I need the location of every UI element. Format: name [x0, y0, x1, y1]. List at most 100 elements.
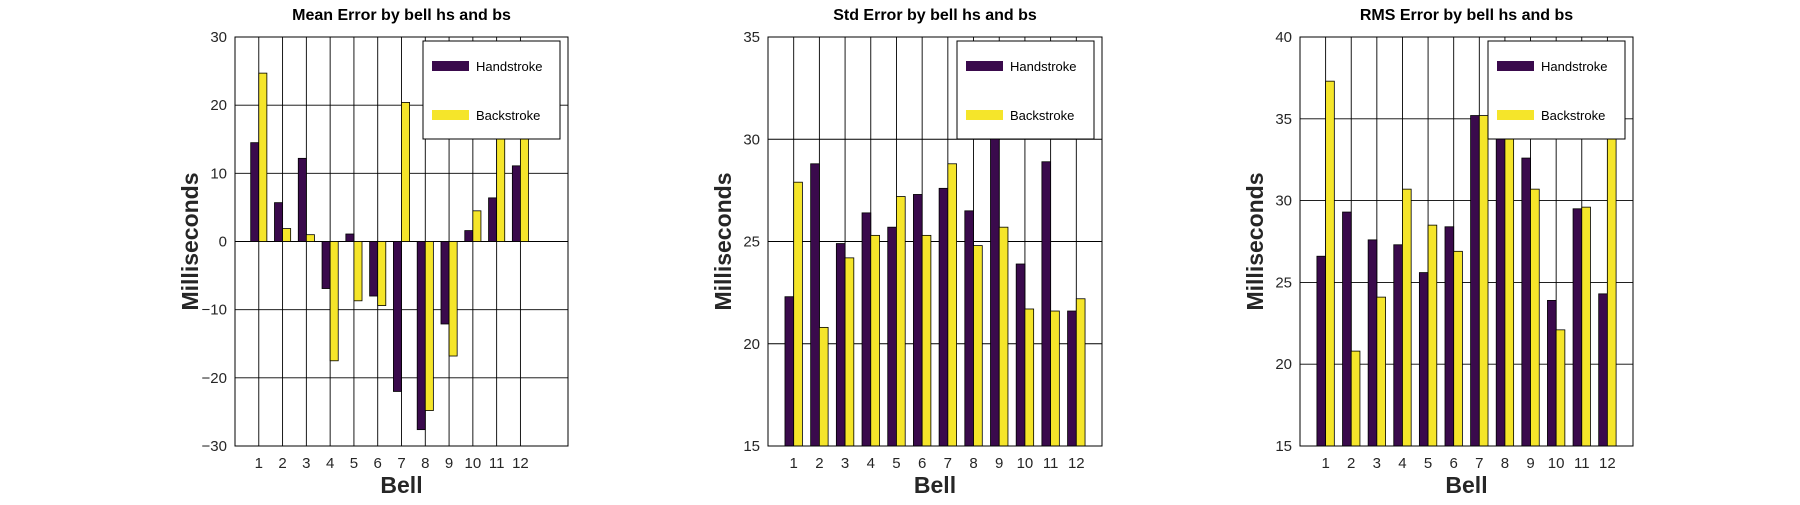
x-tick-label: 2	[278, 455, 286, 472]
x-tick-label: 3	[302, 455, 310, 472]
bar-handstroke	[913, 194, 923, 447]
legend-label: Backstroke	[1010, 108, 1074, 123]
legend-swatch-backstroke	[966, 110, 1003, 120]
bar-handstroke	[511, 165, 521, 242]
x-tick-label: 4	[867, 455, 875, 472]
y-tick-label: 30	[1275, 193, 1292, 210]
x-tick-label: 10	[465, 455, 482, 472]
bar-backstroke	[921, 234, 932, 447]
bar-handstroke	[1393, 244, 1403, 447]
x-tick-label: 6	[1450, 455, 1458, 472]
axes-box	[234, 36, 569, 447]
bar-backstroke	[1325, 80, 1335, 447]
x-tick-label: 1	[1321, 455, 1329, 472]
x-axis-label: Bell	[914, 472, 956, 498]
x-tick-label: 3	[1373, 455, 1381, 472]
x-axis-label: Bell	[380, 472, 422, 498]
y-tick-label: 30	[210, 29, 227, 46]
bar-backstroke	[258, 72, 268, 242]
bar-handstroke	[1367, 239, 1378, 447]
x-axis-label: Bell	[1445, 472, 1487, 498]
bar-handstroke	[1572, 208, 1583, 447]
bar-handstroke	[345, 233, 355, 242]
bar-handstroke	[964, 210, 974, 447]
legend-swatch-backstroke	[432, 110, 469, 120]
bar-handstroke	[488, 197, 498, 242]
x-tick-label: 1	[255, 455, 263, 472]
x-tick-label: 5	[1424, 455, 1432, 472]
bar-backstroke	[353, 241, 363, 302]
bar-backstroke	[1402, 188, 1412, 447]
bar-backstroke	[1376, 296, 1386, 447]
y-tick-label: −10	[202, 302, 227, 319]
bar-backstroke	[448, 241, 458, 357]
bar-backstroke	[424, 241, 434, 411]
legend-swatch-handstroke	[432, 61, 469, 71]
bar-backstroke	[1350, 350, 1361, 447]
y-tick-label: 35	[1275, 111, 1292, 128]
bar-handstroke	[938, 187, 949, 447]
y-tick-label: 30	[743, 131, 760, 148]
bar-backstroke	[329, 241, 339, 362]
y-tick-label: 20	[743, 336, 760, 353]
bar-handstroke	[1521, 157, 1531, 447]
x-tick-label: 7	[1475, 455, 1483, 472]
x-tick-label: 4	[1398, 455, 1406, 472]
x-tick-label: 10	[1548, 455, 1565, 472]
bar-handstroke	[464, 230, 474, 242]
x-tick-label: 9	[1526, 455, 1534, 472]
bar-backstroke	[1606, 129, 1617, 447]
x-tick-label: 7	[944, 455, 952, 472]
legend-swatch-handstroke	[1497, 61, 1534, 71]
bar-handstroke	[297, 157, 307, 242]
bar-handstroke	[887, 226, 897, 447]
bar-handstroke	[861, 212, 872, 447]
bar-handstroke	[1041, 161, 1052, 447]
x-tick-label: 6	[918, 455, 926, 472]
x-tick-label: 2	[815, 455, 823, 472]
legend-label: Handstroke	[1541, 59, 1607, 74]
legend-label: Handstroke	[476, 59, 542, 74]
bar-handstroke	[1342, 211, 1352, 447]
y-tick-label: 20	[210, 97, 227, 114]
y-tick-label: 15	[1275, 438, 1292, 455]
bar-handstroke	[1470, 115, 1480, 447]
legend-label: Backstroke	[1541, 108, 1605, 123]
legend-box	[956, 40, 1095, 140]
bar-handstroke	[1015, 263, 1026, 447]
legend-box	[422, 40, 561, 140]
bar-handstroke	[321, 241, 331, 289]
bar-handstroke	[393, 241, 402, 392]
bar-backstroke	[1504, 118, 1515, 447]
bar-backstroke	[896, 196, 906, 447]
x-tick-label: 12	[1599, 455, 1616, 472]
x-tick-label: 5	[350, 455, 358, 472]
bar-handstroke	[440, 241, 450, 325]
bar-handstroke	[1444, 226, 1455, 447]
bar-backstroke	[1050, 310, 1060, 447]
bar-handstroke	[416, 241, 426, 431]
y-axis-label: Milliseconds	[177, 172, 203, 310]
y-tick-label: 40	[1275, 29, 1292, 46]
bar-backstroke	[1024, 308, 1035, 447]
x-tick-label: 6	[374, 455, 382, 472]
bar-handstroke	[810, 163, 820, 447]
bar-backstroke	[973, 245, 983, 447]
legend: Handstroke Backstroke	[1487, 40, 1626, 140]
bar-handstroke	[1316, 255, 1327, 447]
y-axis-label: Milliseconds	[710, 172, 736, 310]
bar-backstroke	[818, 326, 829, 447]
legend-label: Backstroke	[476, 108, 540, 123]
chart-title: RMS Error by bell hs and bs	[1360, 7, 1573, 24]
x-tick-label: 7	[397, 455, 405, 472]
bar-handstroke	[990, 132, 1000, 447]
bar-backstroke	[305, 234, 315, 242]
legend-label: Handstroke	[1010, 59, 1076, 74]
bar-backstroke	[1581, 206, 1591, 447]
bar-handstroke	[250, 142, 260, 242]
